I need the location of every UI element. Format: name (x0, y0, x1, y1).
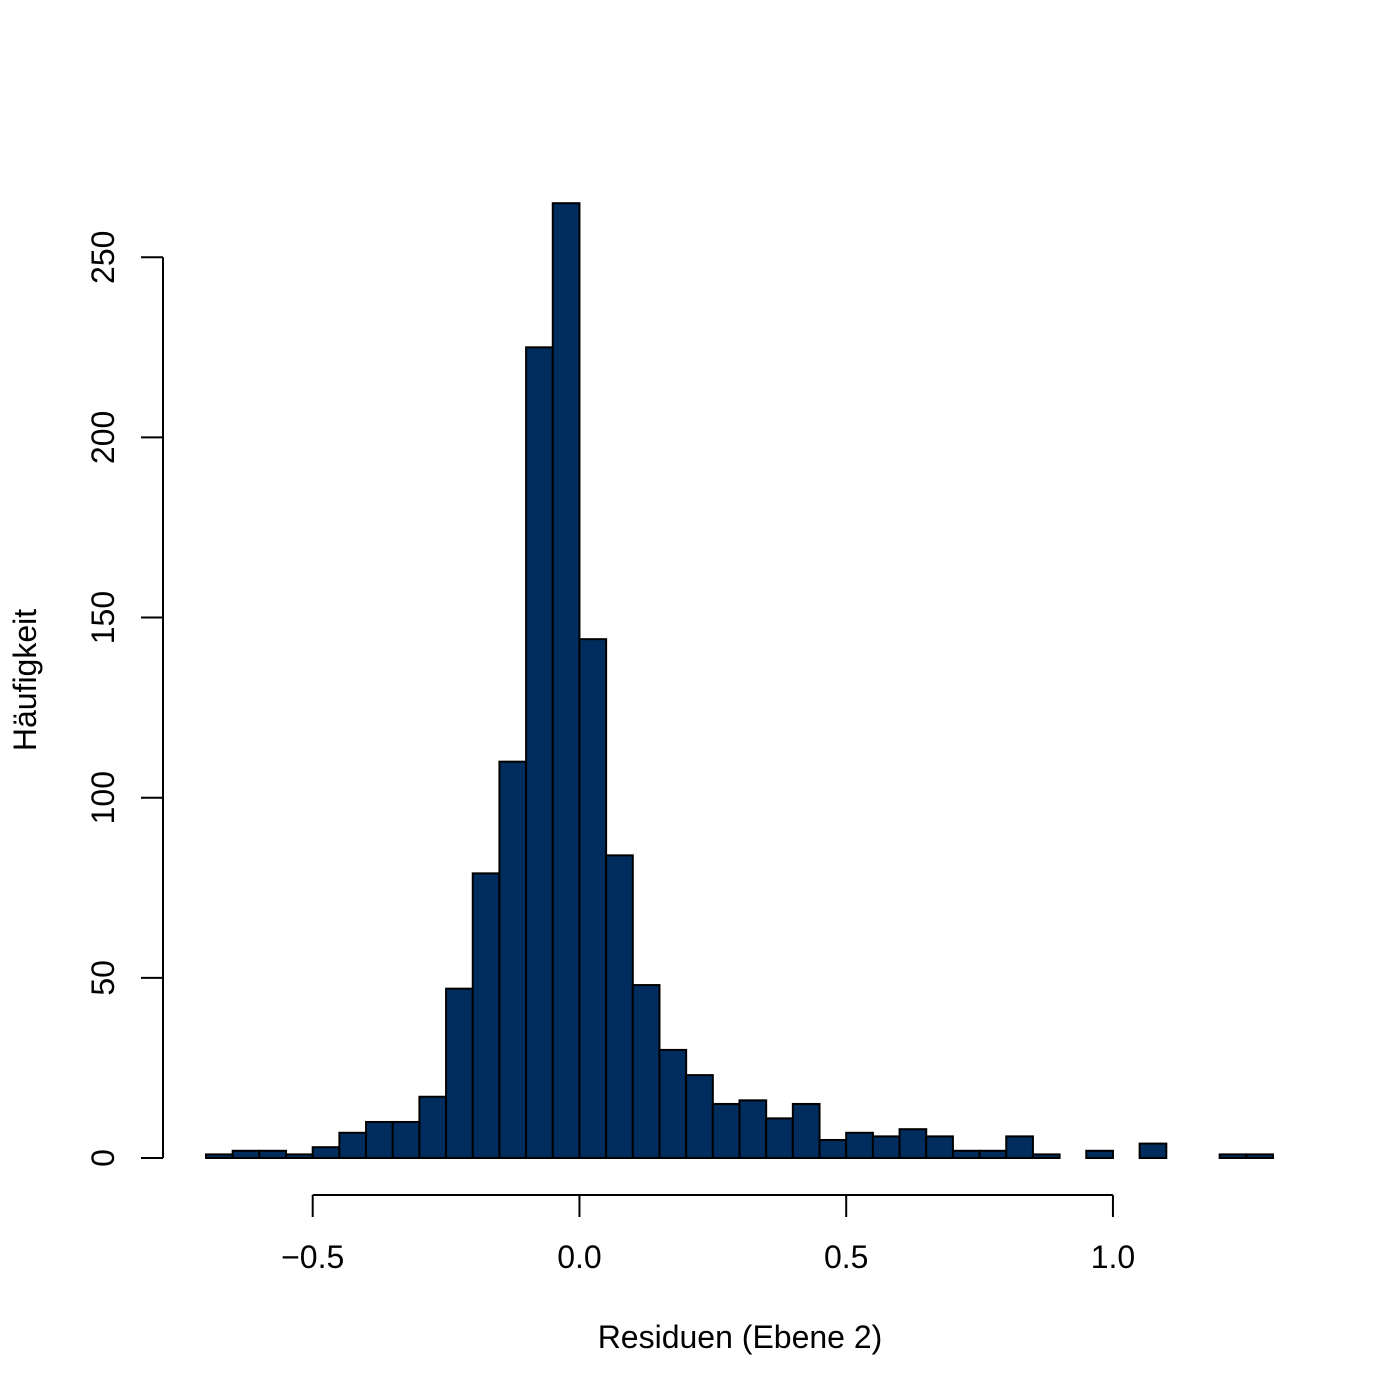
histogram-bar (1031, 1153, 1061, 1160)
x-tick-label: −0.5 (281, 1239, 344, 1275)
histogram-bar (365, 1120, 394, 1159)
histogram-bar (898, 1128, 928, 1160)
histogram-bar (445, 987, 474, 1159)
histogram-bar (658, 1048, 688, 1160)
y-axis: 0 50 100 150 200 250 (85, 231, 164, 1167)
histogram-bar (951, 1149, 981, 1160)
histogram-bar (1218, 1153, 1248, 1160)
histogram-bars (205, 202, 1274, 1160)
histogram-bar (578, 638, 608, 1159)
histogram-bar (738, 1099, 768, 1159)
histogram-bar (471, 872, 501, 1159)
histogram-bar (285, 1153, 314, 1160)
histogram-bar (258, 1149, 288, 1160)
histogram-bar (871, 1135, 901, 1160)
y-axis-title: Häufigkeit (7, 609, 43, 751)
histogram-bar (525, 346, 554, 1159)
histogram-bar (1138, 1142, 1168, 1159)
histogram-bar (791, 1102, 821, 1159)
histogram-bar (845, 1131, 874, 1160)
histogram-bar (1245, 1153, 1274, 1160)
histogram-bar (1085, 1149, 1114, 1160)
y-tick-label: 250 (85, 231, 121, 284)
x-axis-title: Residuen (Ebene 2) (598, 1319, 883, 1355)
histogram-bar (1005, 1135, 1034, 1160)
histogram-bar (818, 1138, 848, 1159)
histogram-bar (498, 760, 528, 1159)
histogram-bar (685, 1074, 714, 1160)
histogram-bar (978, 1149, 1008, 1160)
histogram-bar (631, 984, 661, 1159)
x-tick-label: 0.0 (557, 1239, 601, 1275)
histogram-bar (311, 1146, 341, 1159)
histogram-bar (205, 1153, 234, 1160)
histogram-bar (925, 1135, 954, 1160)
histogram-bar (338, 1131, 368, 1160)
histogram-bar (765, 1117, 794, 1159)
y-tick-label: 200 (85, 411, 121, 464)
histogram-bar (418, 1095, 448, 1159)
histogram-bar (391, 1120, 421, 1159)
histogram-bar (711, 1102, 741, 1159)
y-tick-label: 50 (85, 960, 121, 996)
x-tick-label: 0.5 (824, 1239, 868, 1275)
histogram-bar (231, 1149, 261, 1160)
histogram-bar (551, 202, 581, 1159)
y-tick-label: 100 (85, 771, 121, 824)
histogram-bar (605, 854, 634, 1159)
x-axis: −0.5 0.0 0.5 1.0 (281, 1194, 1135, 1275)
x-tick-label: 1.0 (1091, 1239, 1135, 1275)
y-tick-label: 0 (85, 1149, 121, 1167)
y-tick-label: 150 (85, 591, 121, 644)
